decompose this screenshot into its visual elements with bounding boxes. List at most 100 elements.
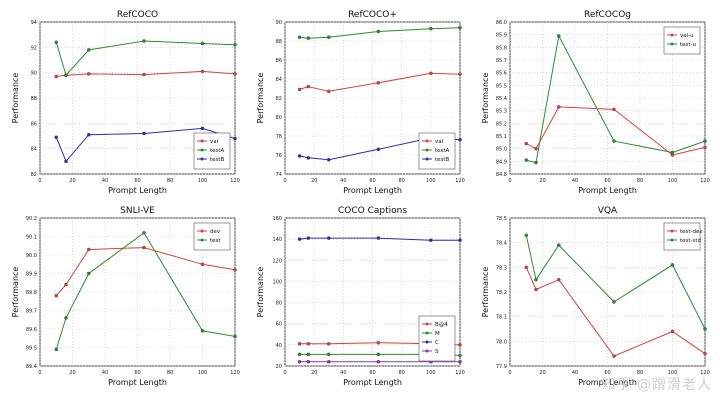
y-tick-label: 92 bbox=[31, 45, 37, 51]
data-point-testA bbox=[429, 26, 433, 31]
data-point-test-dev bbox=[557, 277, 561, 282]
data-point-val-u bbox=[703, 145, 707, 150]
data-point-C bbox=[297, 237, 302, 241]
data-point-B@4 bbox=[326, 342, 331, 346]
data-point-testA bbox=[87, 48, 91, 52]
watermark-text: 知乎 @蹭滑老人 bbox=[601, 377, 712, 393]
y-tick-label: 82 bbox=[31, 172, 37, 178]
x-axis-label: Prompt Length bbox=[108, 186, 167, 195]
data-point-val-u bbox=[612, 107, 616, 112]
data-point-val-u bbox=[524, 141, 529, 146]
y-tick-label: 78.1 bbox=[496, 315, 507, 321]
series-line-test bbox=[55, 232, 236, 350]
chart-title: VQA bbox=[598, 206, 618, 216]
data-point-C bbox=[376, 236, 381, 240]
data-point-M bbox=[306, 352, 311, 357]
x-tick-label: 120 bbox=[455, 370, 465, 376]
data-point-dev bbox=[54, 293, 59, 298]
legend-marker bbox=[425, 349, 429, 353]
x-tick-label: 0 bbox=[38, 178, 41, 184]
chart-title: RefCOCO bbox=[117, 10, 158, 20]
legend-marker bbox=[200, 229, 204, 233]
legend-box bbox=[193, 132, 231, 170]
x-tick-label: 100 bbox=[198, 178, 208, 184]
y-tick-label: 85.0 bbox=[496, 147, 507, 153]
data-point-testA bbox=[64, 73, 68, 77]
y-tick-label: 89.7 bbox=[26, 309, 37, 315]
data-point-test-u bbox=[670, 150, 675, 155]
x-tick-label: 20 bbox=[69, 370, 75, 376]
legend-box bbox=[663, 222, 701, 251]
data-point-val-u bbox=[534, 146, 538, 151]
x-tick-label: 20 bbox=[311, 370, 317, 376]
y-tick-label: 160 bbox=[272, 216, 282, 222]
data-point-test bbox=[54, 347, 59, 352]
data-point-testB bbox=[297, 154, 302, 158]
data-point-B@4 bbox=[458, 343, 462, 347]
x-tick-label: 60 bbox=[604, 370, 610, 376]
data-point-test-dev bbox=[524, 265, 529, 270]
chart-title: COCO Captions bbox=[338, 206, 407, 216]
data-point-test-u bbox=[703, 139, 707, 143]
data-point-S bbox=[376, 360, 381, 364]
data-point-val bbox=[429, 71, 433, 76]
y-tick-label: 89.8 bbox=[26, 290, 37, 296]
legend-marker bbox=[425, 331, 429, 335]
legend-marker bbox=[200, 157, 204, 161]
y-tick-label: 20 bbox=[276, 364, 282, 370]
x-tick-label: 80 bbox=[398, 370, 404, 376]
data-point-test-dev bbox=[703, 351, 707, 356]
legend-label: testB bbox=[435, 157, 450, 163]
y-tick-label: 85.2 bbox=[496, 121, 507, 127]
data-point-testA bbox=[306, 36, 311, 40]
legend-label: test bbox=[210, 238, 221, 244]
data-point-val bbox=[233, 72, 237, 76]
y-tick-label: 88 bbox=[276, 39, 282, 45]
data-point-testB bbox=[87, 132, 91, 137]
y-tick-label: 89.4 bbox=[26, 364, 37, 370]
x-axis-label: Prompt Length bbox=[578, 186, 637, 195]
y-tick-label: 40 bbox=[276, 343, 282, 349]
legend-label: testA bbox=[435, 148, 450, 154]
x-tick-label: 40 bbox=[102, 178, 108, 184]
y-tick-label: 86.0 bbox=[496, 20, 507, 26]
chart-title: RefCOCO+ bbox=[348, 10, 397, 20]
legend-label: val-u bbox=[680, 33, 694, 39]
legend-box bbox=[418, 132, 456, 170]
legend-box bbox=[418, 315, 456, 362]
x-tick-label: 60 bbox=[369, 178, 375, 184]
x-tick-label: 120 bbox=[455, 178, 465, 184]
y-tick-label: 90.2 bbox=[26, 216, 37, 222]
data-point-testB bbox=[142, 131, 146, 136]
series-line-test-dev bbox=[525, 267, 706, 357]
legend-marker bbox=[200, 238, 204, 242]
x-tick-label: 0 bbox=[283, 370, 286, 376]
y-tick-label: 86 bbox=[31, 121, 37, 127]
x-tick-label: 100 bbox=[668, 178, 678, 184]
y-tick-label: 89.9 bbox=[26, 272, 37, 278]
y-tick-label: 60 bbox=[276, 322, 282, 328]
y-tick-label: 77.9 bbox=[496, 364, 507, 370]
legend-label: testB bbox=[210, 157, 225, 163]
data-point-test bbox=[142, 231, 146, 235]
legend-label: test-u bbox=[680, 42, 696, 48]
legend-marker bbox=[425, 139, 429, 143]
legend-label: M bbox=[435, 331, 440, 337]
y-tick-label: 88 bbox=[31, 96, 37, 102]
x-tick-label: 60 bbox=[604, 178, 610, 184]
y-tick-label: 84 bbox=[31, 147, 37, 153]
y-tick-label: 85.4 bbox=[496, 96, 507, 102]
data-point-val bbox=[142, 72, 146, 77]
y-tick-label: 86 bbox=[276, 58, 282, 64]
y-tick-label: 84.9 bbox=[496, 159, 507, 165]
chart-3: 0 20 40 60 80 100 120 89.4 89.5 89.6 89.7 89.8 89.9 9… bbox=[11, 206, 240, 387]
y-axis-label: Performance bbox=[481, 73, 490, 124]
data-point-val bbox=[54, 74, 59, 79]
data-point-testB bbox=[54, 135, 59, 140]
legend-marker bbox=[425, 340, 429, 344]
data-point-dev bbox=[142, 245, 146, 250]
data-point-S bbox=[326, 360, 331, 364]
y-axis-label: Performance bbox=[256, 267, 265, 318]
data-point-test-u bbox=[557, 34, 561, 38]
